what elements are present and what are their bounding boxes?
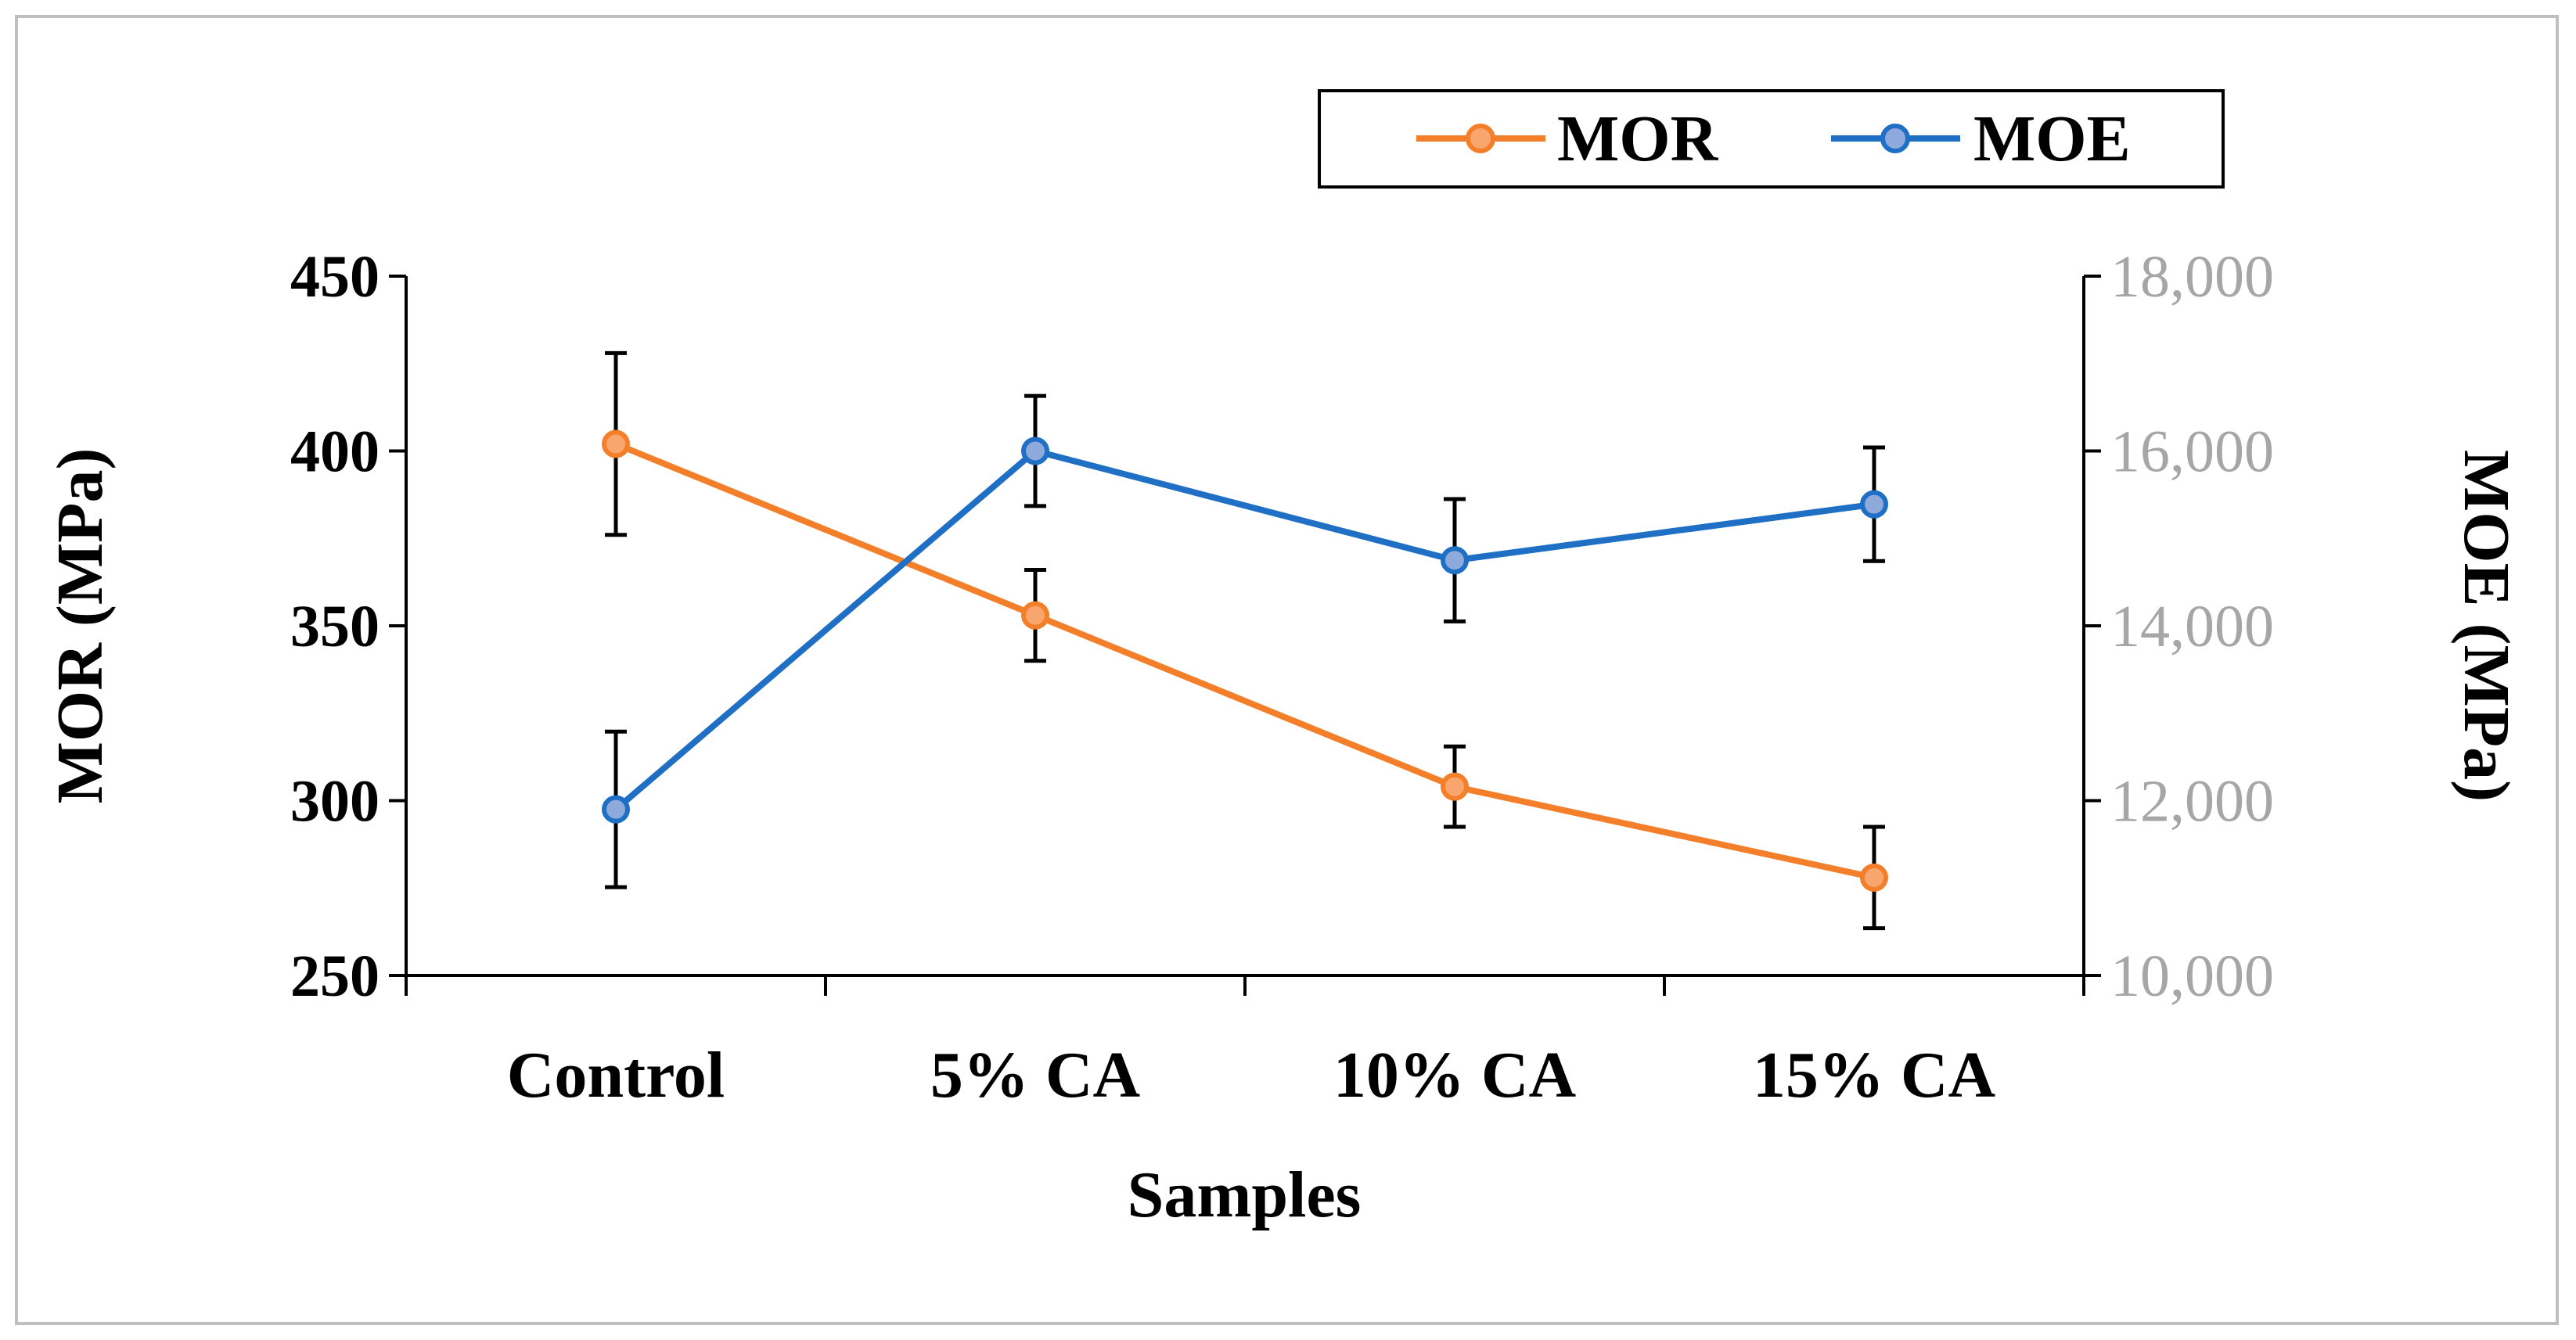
chart-border xyxy=(15,15,2559,1325)
moe-point xyxy=(1021,436,1049,465)
moe-point xyxy=(1860,490,1888,519)
axes: 250 300 350 400 450 10,000 12,000 14,000 16,000 1… xyxy=(290,244,2274,1112)
mor-point xyxy=(602,429,630,458)
moe-point xyxy=(602,795,630,824)
y2-tick-label: 10,000 xyxy=(2110,943,2274,1009)
y-tick-label: 350 xyxy=(290,594,380,659)
mor-line xyxy=(614,440,1875,881)
legend-mor-label: MOR xyxy=(1557,102,1719,175)
y-tick-label: 400 xyxy=(290,419,380,485)
moe-line xyxy=(613,447,1875,812)
y-tick-label: 300 xyxy=(290,769,380,835)
x-tick-label: Control xyxy=(507,1039,725,1112)
marks xyxy=(602,350,1888,931)
moe-point xyxy=(1441,546,1469,575)
y2-tick-label: 18,000 xyxy=(2110,244,2274,310)
legend-moe-marker xyxy=(1880,124,1910,153)
y-tick-label: 450 xyxy=(290,244,380,310)
y2-tick-label: 14,000 xyxy=(2110,594,2274,659)
legend-mor-marker xyxy=(1466,124,1495,153)
x-tick-label: 5% CA xyxy=(930,1039,1141,1112)
y-tick-label: 250 xyxy=(290,943,380,1009)
mor-point xyxy=(1021,601,1049,630)
mor-point xyxy=(1441,772,1469,801)
x-tick-label: 10% CA xyxy=(1333,1039,1577,1112)
y2-tick-label: 12,000 xyxy=(2110,769,2274,835)
y2-tick-label: 16,000 xyxy=(2110,419,2274,485)
x-axis-title: Samples xyxy=(1128,1159,1362,1231)
legend: MOR MOE xyxy=(1318,89,2225,189)
x-tick-label: 15% CA xyxy=(1753,1039,1996,1112)
mor-point xyxy=(1860,863,1888,892)
legend-moe-label: MOE xyxy=(1973,102,2131,175)
y2-axis-title: MOE (MPa) xyxy=(2450,450,2523,802)
y-axis-title: MOR (MPa) xyxy=(44,448,117,804)
